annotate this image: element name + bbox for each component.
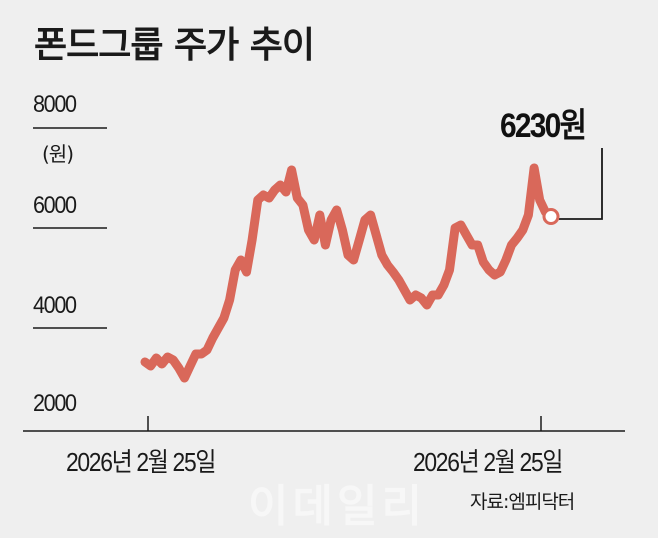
chart-title: 폰드그룹 주가 추이 (34, 25, 315, 66)
price-line (140, 163, 556, 383)
data-source: 자료:엠피닥터 (470, 491, 575, 513)
y-tick-2000: 2000 (33, 390, 77, 417)
x-label-start: 2026년 2월 25일 (66, 447, 216, 477)
y-tick-6000: 6000 (33, 192, 77, 219)
annotation-leader-line (559, 148, 603, 220)
y-tick-8000: 8000 (33, 91, 77, 118)
y-axis-unit: (원) (42, 142, 74, 166)
last-price-label: 6230원 (500, 107, 587, 145)
last-price-marker (542, 208, 560, 225)
x-label-end: 2026년 2월 25일 (413, 447, 563, 477)
y-tick-4000: 4000 (33, 292, 77, 319)
watermark-logo: 이데일리 (248, 481, 426, 532)
